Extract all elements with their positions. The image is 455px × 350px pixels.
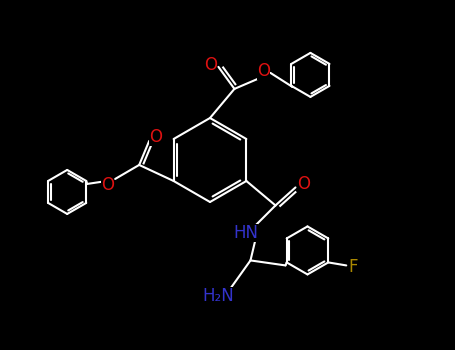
Text: O: O <box>101 176 114 194</box>
Text: O: O <box>297 175 310 194</box>
Text: O: O <box>149 128 162 146</box>
Text: H₂N: H₂N <box>202 287 234 306</box>
Text: O: O <box>204 56 217 74</box>
Text: O: O <box>257 62 270 80</box>
Text: F: F <box>349 258 358 276</box>
Text: HN: HN <box>233 224 258 243</box>
